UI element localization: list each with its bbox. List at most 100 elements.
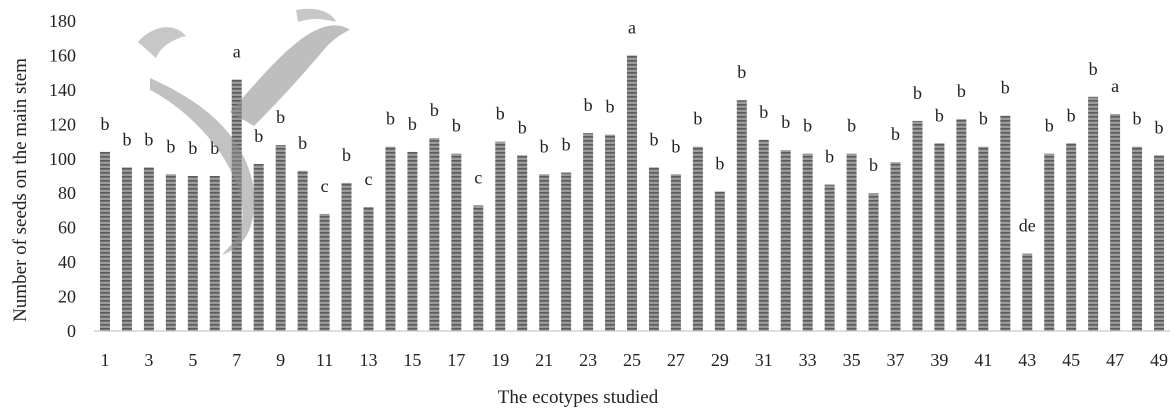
- bar: [803, 154, 813, 331]
- bar-significance-letter: b: [452, 116, 461, 136]
- bar-significance-letter: b: [1089, 59, 1098, 79]
- bar-significance-letter: b: [671, 136, 680, 156]
- bar-significance-letter: b: [935, 105, 944, 125]
- bar: [561, 173, 571, 331]
- bar-significance-letter: b: [584, 95, 593, 115]
- bar-significance-letter: b: [957, 81, 966, 101]
- bar-significance-letter: b: [737, 62, 746, 82]
- bar: [891, 162, 901, 331]
- bar-significance-letter: b: [430, 100, 439, 120]
- x-tick-label: 17: [447, 350, 465, 370]
- bar: [1066, 143, 1076, 331]
- bar: [320, 214, 330, 331]
- bar: [363, 207, 373, 331]
- y-tick-label: 60: [58, 218, 76, 238]
- bar: [847, 154, 857, 331]
- x-tick-label: 9: [276, 350, 285, 370]
- x-tick-label: 1: [100, 350, 109, 370]
- bar-significance-letter: c: [364, 169, 372, 189]
- bar: [473, 205, 483, 331]
- y-tick-label: 80: [58, 183, 76, 203]
- bar: [1000, 116, 1010, 331]
- y-tick-label: 20: [58, 287, 76, 307]
- bar: [693, 147, 703, 331]
- x-tick-label: 5: [188, 350, 197, 370]
- bar-significance-letter: b: [1133, 109, 1142, 129]
- bar-significance-letter: b: [276, 107, 285, 127]
- bar-significance-letter: b: [166, 136, 175, 156]
- x-tick-label: 37: [887, 350, 905, 370]
- bar: [100, 152, 110, 331]
- bar-significance-letter: b: [342, 145, 351, 165]
- bar: [737, 100, 747, 331]
- x-tick-label: 33: [799, 350, 817, 370]
- bar: [254, 164, 264, 331]
- bar-significance-letter: b: [144, 129, 153, 149]
- bar: [978, 147, 988, 331]
- y-tick-label: 0: [67, 321, 76, 341]
- x-tick-label: 3: [144, 350, 153, 370]
- bar: [517, 155, 527, 331]
- bar: [715, 192, 725, 332]
- x-tick-label: 41: [974, 350, 992, 370]
- bar-significance-letter: b: [562, 135, 571, 155]
- bar-significance-letter: b: [606, 97, 615, 117]
- x-tick-label: 39: [930, 350, 948, 370]
- x-tick-label: 7: [232, 350, 241, 370]
- bar-significance-letter: a: [1111, 76, 1119, 96]
- y-tick-label: 180: [49, 11, 76, 31]
- x-tick-label: 25: [623, 350, 641, 370]
- bar: [1022, 254, 1032, 332]
- x-axis-title: The ecotypes studied: [498, 387, 659, 408]
- bar-significance-letter: b: [803, 116, 812, 136]
- bar-significance-letter: a: [628, 17, 636, 37]
- bar: [276, 145, 286, 331]
- x-tick-label: 43: [1018, 350, 1036, 370]
- bar-significance-letter: b: [540, 136, 549, 156]
- bar-significance-letter: b: [781, 112, 790, 132]
- bar: [188, 176, 198, 331]
- y-tick-label: 140: [49, 80, 76, 100]
- bar-significance-letter: b: [254, 126, 263, 146]
- x-tick-label: 49: [1150, 350, 1168, 370]
- bar: [671, 174, 681, 331]
- y-tick-label: 40: [58, 252, 76, 272]
- bar: [1088, 97, 1098, 331]
- bar: [451, 154, 461, 331]
- bar: [759, 140, 769, 331]
- x-tick-label: 21: [535, 350, 553, 370]
- x-tick-label: 29: [711, 350, 729, 370]
- bar: [1132, 147, 1142, 331]
- y-tick-label: 120: [49, 114, 76, 134]
- bar-significance-letter: b: [1155, 117, 1164, 137]
- bar: [342, 183, 352, 331]
- bar: [122, 167, 132, 331]
- x-tick-label: 27: [667, 350, 685, 370]
- bar: [407, 152, 417, 331]
- bar-significance-letter: c: [321, 176, 329, 196]
- bar-significance-letter: b: [869, 155, 878, 175]
- bar: [1154, 155, 1164, 331]
- bar-significance-letter: b: [298, 133, 307, 153]
- bar-significance-letter: b: [891, 124, 900, 144]
- bar-significance-letter: b: [847, 116, 856, 136]
- y-axis-title: Number of seeds on the main stem: [10, 58, 31, 322]
- bar: [583, 133, 593, 331]
- bar: [605, 135, 615, 331]
- bar: [539, 174, 549, 331]
- x-tick-label: 45: [1062, 350, 1080, 370]
- bar-significance-letter: b: [649, 129, 658, 149]
- bar: [210, 176, 220, 331]
- bar: [1110, 114, 1120, 331]
- x-tick-label: 11: [316, 350, 333, 370]
- x-tick-label: 35: [843, 350, 861, 370]
- bar-significance-letter: b: [1067, 105, 1076, 125]
- bar-significance-letter: b: [715, 154, 724, 174]
- bar-significance-letter: de: [1019, 216, 1036, 236]
- bar: [144, 167, 154, 331]
- bar-significance-letter: b: [496, 104, 505, 124]
- bar: [627, 55, 637, 331]
- x-tick-label: 15: [403, 350, 421, 370]
- x-tick-label: 31: [755, 350, 773, 370]
- x-tick-label: 47: [1106, 350, 1124, 370]
